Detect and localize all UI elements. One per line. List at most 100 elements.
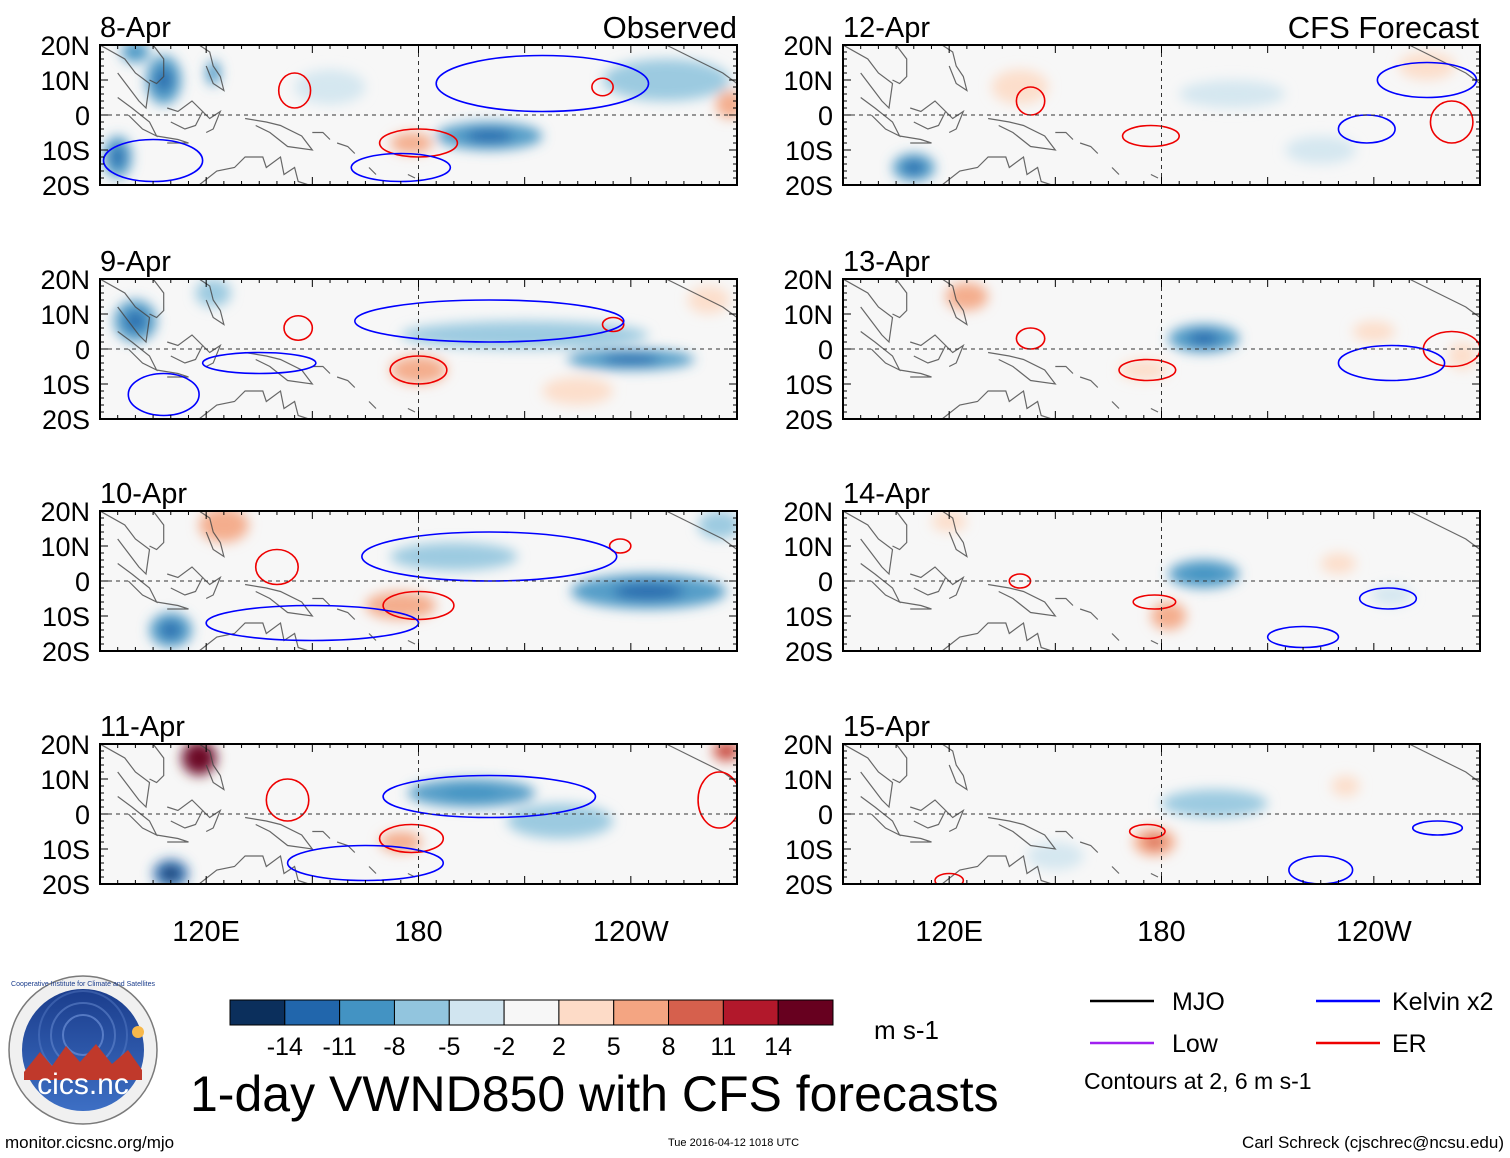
panel-date-label: 14-Apr	[843, 478, 930, 510]
colorbar-swatch	[558, 999, 615, 1026]
logo-wordmark: cics.nc	[37, 1068, 129, 1101]
coastline-segment	[1150, 872, 1159, 878]
coastline-segment	[368, 401, 377, 409]
colorbar-swatch	[777, 999, 834, 1026]
coastline-segment	[181, 621, 309, 651]
anomaly-core	[602, 354, 660, 365]
lat-label: 10N	[783, 532, 833, 562]
lat-label: 20N	[783, 265, 833, 295]
coastline-segment	[843, 744, 894, 809]
panel-date-label: 13-Apr	[843, 246, 930, 278]
coastline-segment	[1079, 841, 1099, 853]
colorbar-swatch	[284, 999, 341, 1026]
frame-ticks	[99, 743, 738, 885]
lat-label: 0	[818, 101, 833, 131]
coastline-segment	[117, 331, 158, 372]
contour-er	[1118, 358, 1177, 382]
coastline-segment	[988, 351, 1057, 385]
coastline-segment	[156, 369, 189, 378]
coastline-segment	[368, 167, 377, 175]
colorbar-tick-label: 2	[552, 1033, 566, 1061]
anomaly-blob	[542, 377, 614, 405]
lat-label: 20S	[42, 405, 90, 435]
coastline-segment	[100, 511, 151, 576]
colorbar-tick-label: 14	[764, 1033, 792, 1061]
lat-label: 10S	[42, 136, 90, 166]
coastline-segment	[910, 566, 947, 596]
coastline-segment	[665, 279, 737, 318]
lat-label: 20S	[42, 637, 90, 667]
coastline-segment	[945, 808, 965, 833]
anomaly-blob	[199, 511, 249, 543]
lat-label: 20N	[40, 31, 90, 61]
lat-label: 20S	[42, 870, 90, 900]
coastline-segment	[1408, 279, 1480, 318]
contour-er	[277, 72, 312, 109]
coastline-segment	[181, 389, 309, 419]
colorbar-tick-label: 8	[662, 1033, 676, 1061]
lat-label: 0	[818, 567, 833, 597]
lat-label: 10N	[40, 66, 90, 96]
coastline-segment	[1079, 142, 1099, 154]
coastline-segment	[899, 834, 932, 843]
coastline-segment	[843, 511, 894, 576]
anomaly-blob	[945, 282, 989, 311]
anomaly-core	[162, 867, 179, 880]
anomaly-core	[720, 746, 733, 756]
footer-url[interactable]: monitor.cicsnc.org/mjo	[5, 1133, 175, 1152]
contour-er	[591, 77, 614, 97]
legend: MJO Kelvin x2 Low ER Contours at 2, 6 m …	[1084, 988, 1493, 1094]
coastline-segment	[202, 575, 222, 600]
contour-er	[1132, 594, 1177, 610]
anomaly-blob	[1161, 789, 1268, 818]
coastline-segment	[336, 376, 356, 388]
coastline-segment	[117, 796, 158, 837]
coastline-segment	[156, 834, 189, 843]
coastline-segment	[899, 601, 932, 610]
lat-label: 10N	[783, 66, 833, 96]
contour-er	[265, 778, 310, 822]
lat-label: 20S	[785, 171, 833, 201]
anomaly-blob	[1179, 80, 1286, 108]
panel-15-apr: 15-Apr 20N 10N 0 10S 20S	[783, 711, 1481, 900]
lat-label: 0	[818, 335, 833, 365]
coastline-segment	[1408, 511, 1480, 550]
lat-label: 10S	[785, 370, 833, 400]
lat-label: 10N	[40, 765, 90, 795]
lat-label: 10N	[40, 532, 90, 562]
coastline-segment	[910, 799, 947, 829]
contour-er	[378, 823, 445, 854]
coastline-segment	[1055, 830, 1074, 839]
coastline-segment	[941, 744, 968, 791]
lat-label: 20N	[783, 497, 833, 527]
coastline-segment	[156, 601, 189, 610]
anomaly-blob	[1150, 602, 1187, 630]
contour-er	[697, 771, 737, 829]
lat-label: 0	[75, 101, 90, 131]
coastline-segment	[312, 597, 331, 606]
frame-ticks	[842, 278, 1481, 420]
panel-12-apr: 12-Apr 20N 10N 0 10S 20S	[783, 12, 1481, 201]
coastline-segment	[899, 135, 932, 144]
anomaly-blob	[1027, 842, 1084, 870]
colorbar-swatch	[613, 999, 670, 1026]
coastline-segment	[336, 608, 356, 620]
coastline-segment	[198, 45, 225, 92]
frame-ticks	[99, 510, 738, 652]
coastlines	[100, 45, 737, 185]
forecast-header: CFS Forecast	[1288, 10, 1480, 45]
coastline-segment	[988, 816, 1057, 850]
coastline-segment	[1408, 744, 1480, 783]
coastline-segment	[924, 621, 1052, 651]
coastline-segment	[100, 279, 151, 344]
anomaly-blob	[390, 542, 518, 571]
lat-label: 10N	[783, 300, 833, 330]
coastline-segment	[892, 45, 908, 85]
panel-8-apr: 8-Apr 20N 10N 0 10S 20S	[40, 12, 738, 201]
coastline-segment	[100, 45, 151, 110]
lat-label: 20S	[785, 637, 833, 667]
lat-label: 0	[75, 567, 90, 597]
coastline-segment	[198, 511, 225, 558]
footer-timestamp: Tue 2016-04-12 1018 UTC	[668, 1137, 800, 1149]
